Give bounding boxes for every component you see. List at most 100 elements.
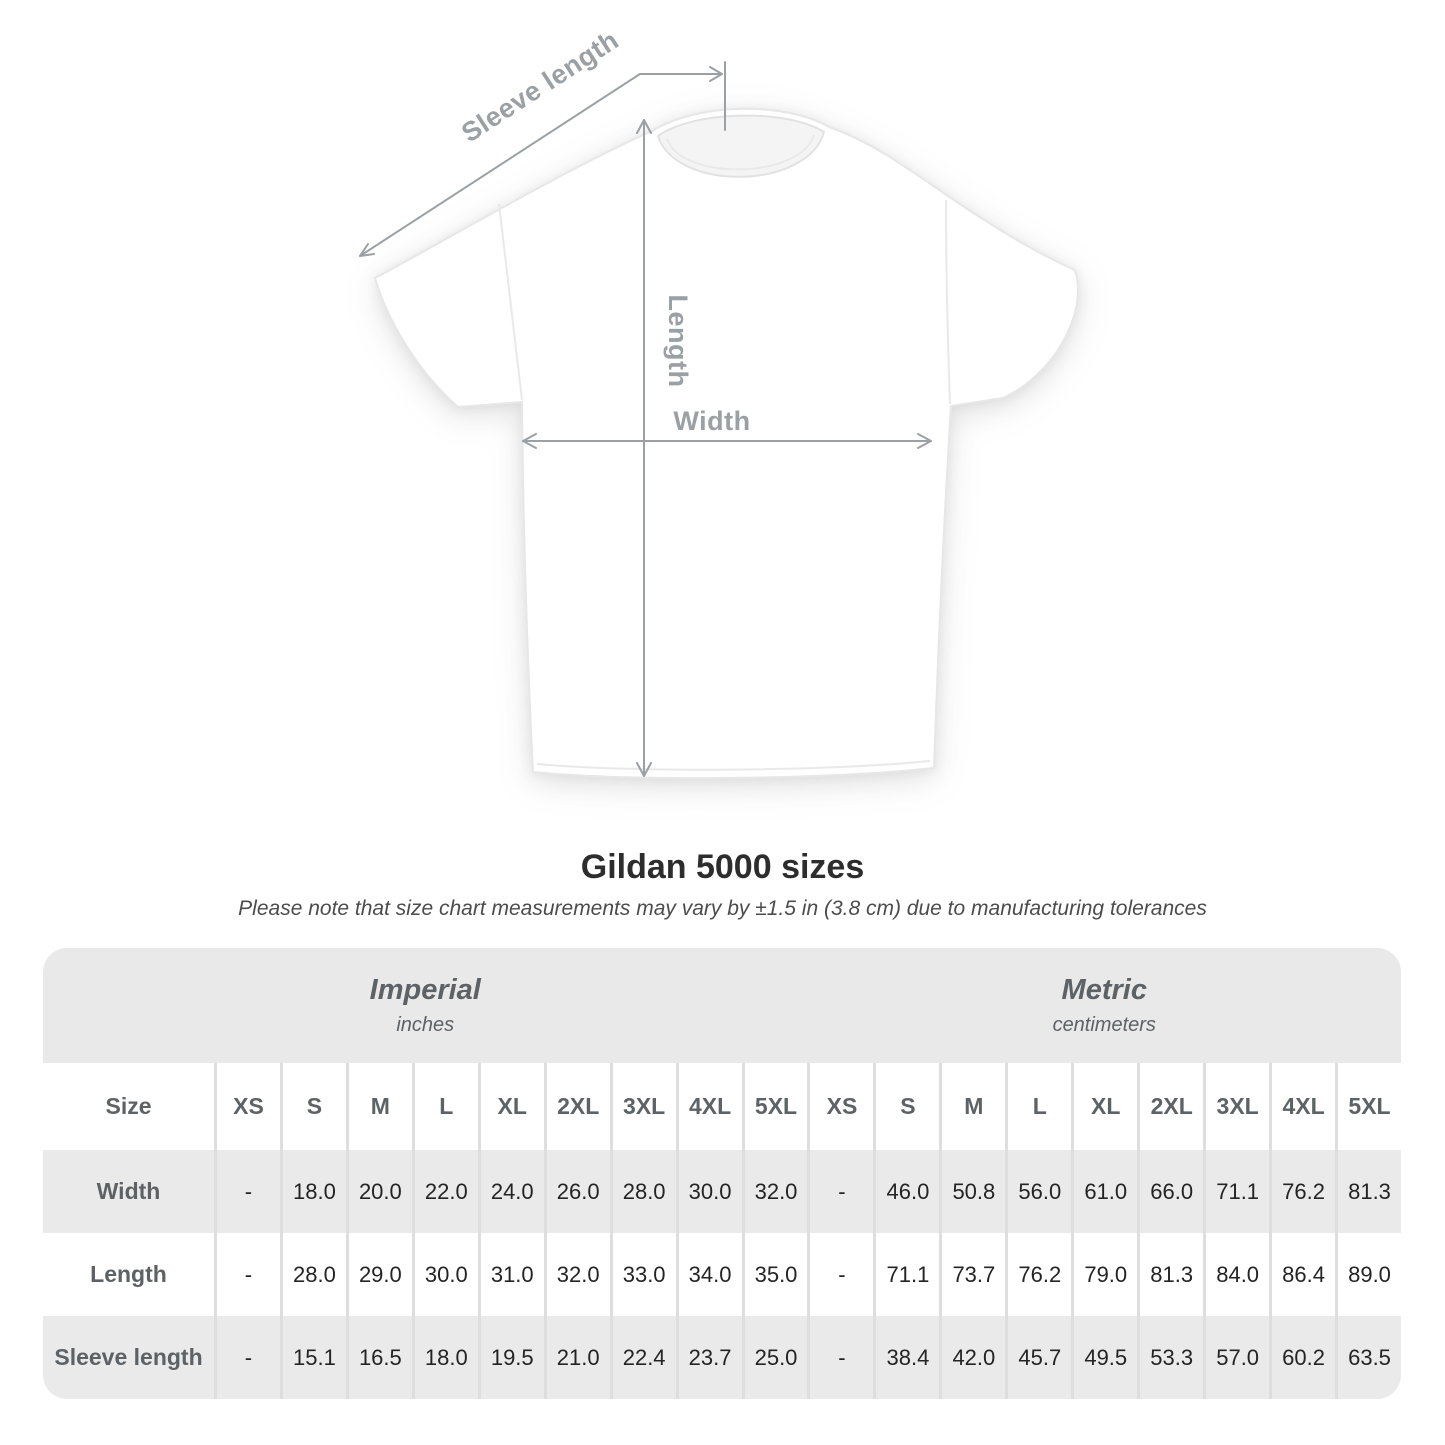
value-cell: 31.0 [477,1233,544,1316]
value-cell: 45.7 [1005,1316,1072,1399]
row-label-sleeve-length: Sleeve length [43,1316,214,1399]
value-cell: 32.0 [543,1233,610,1316]
value-cell: 84.0 [1203,1233,1270,1316]
tolerance-note: Please note that size chart measurements… [238,897,1207,920]
value-cell: 28.0 [609,1150,676,1233]
value-cell: 46.0 [873,1150,940,1233]
value-cell: 71.1 [1203,1150,1270,1233]
value-cell: 57.0 [1203,1316,1270,1399]
value-cell: 81.3 [1137,1233,1204,1316]
size-header-cell: L [1005,1063,1072,1150]
sleeve-length-dimension-arrow [359,61,726,257]
value-cell: 89.0 [1335,1233,1401,1316]
value-cell: 20.0 [345,1150,412,1233]
size-header-cell: 3XL [1203,1063,1270,1150]
size-header-cell: M [939,1063,1006,1150]
tshirt-collar-seam [666,134,815,171]
size-table-grid: Size XS S M L XL 2XL 3XL 4XL 5XL XS S M … [43,1063,1401,1399]
length-label: Length [663,295,693,388]
imperial-header: Imperial inches [43,948,808,1063]
size-header-cell: 4XL [675,1063,742,1150]
value-cell: 49.5 [1071,1316,1138,1399]
value-cell: 42.0 [939,1316,1006,1399]
length-dimension-arrow [636,119,652,777]
value-cell: 53.3 [1137,1316,1204,1399]
imperial-title: Imperial [369,974,481,1006]
size-header-cell: XS [807,1063,874,1150]
size-header-cell: L [411,1063,478,1150]
metric-unit: centimeters [1052,1014,1156,1036]
value-cell: 50.8 [939,1150,1006,1233]
value-cell: 71.1 [873,1233,940,1316]
value-cell: 26.0 [543,1150,610,1233]
value-cell: - [807,1150,874,1233]
value-cell: - [807,1233,874,1316]
value-cell: - [214,1316,280,1399]
size-header-cell: 5XL [1335,1063,1401,1150]
size-header-cell: S [873,1063,940,1150]
size-header-cell: 3XL [609,1063,676,1150]
size-header-cell: XL [1071,1063,1138,1150]
value-cell: - [214,1233,280,1316]
tshirt-right-sleeve-seam [945,199,951,405]
unit-header-band: Imperial inches Metric centimeters [43,948,1401,1063]
page-title: Gildan 5000 sizes [580,848,865,886]
imperial-unit: inches [396,1014,455,1036]
value-cell: 15.1 [279,1316,346,1399]
value-cell: 81.3 [1335,1150,1401,1233]
size-table: Imperial inches Metric centimeters Size … [43,948,1401,1399]
value-cell: 63.5 [1335,1316,1401,1399]
value-cell: 76.2 [1005,1233,1072,1316]
value-cell: 38.4 [873,1316,940,1399]
tshirt-hem-seam [536,760,931,771]
value-cell: 86.4 [1269,1233,1336,1316]
width-dimension-arrow [522,433,932,449]
metric-header: Metric centimeters [808,948,1402,1063]
value-cell: 24.0 [477,1150,544,1233]
value-cell: 76.2 [1269,1150,1336,1233]
value-cell: 32.0 [741,1150,808,1233]
value-cell: 29.0 [345,1233,412,1316]
size-header-cell: 2XL [1137,1063,1204,1150]
size-header-cell: 2XL [543,1063,610,1150]
width-label: Width [673,406,750,436]
value-cell: 23.7 [675,1316,742,1399]
sleeve-length-label: Sleeve length [456,25,624,149]
metric-title: Metric [1061,974,1147,1006]
value-cell: 60.2 [1269,1316,1336,1399]
row-label-length: Length [43,1233,214,1316]
value-cell: 66.0 [1137,1150,1204,1233]
tshirt-measurement-diagram: Sleeve length Length Width [359,25,1079,780]
value-cell: 28.0 [279,1233,346,1316]
tshirt-graphic [373,107,1079,780]
value-cell: 35.0 [741,1233,808,1316]
value-cell: 30.0 [411,1233,478,1316]
value-cell: 33.0 [609,1233,676,1316]
size-header-cell: M [345,1063,412,1150]
value-cell: 34.0 [675,1233,742,1316]
row-label-width: Width [43,1150,214,1233]
value-cell: 25.0 [741,1316,808,1399]
value-cell: 22.4 [609,1316,676,1399]
size-header-cell: XL [477,1063,544,1150]
value-cell: 56.0 [1005,1150,1072,1233]
value-cell: 73.7 [939,1233,1006,1316]
value-cell: 21.0 [543,1316,610,1399]
tshirt-left-sleeve-seam [498,203,523,401]
value-cell: 19.5 [477,1316,544,1399]
value-cell: 16.5 [345,1316,412,1399]
value-cell: 79.0 [1071,1233,1138,1316]
size-header-cell: 5XL [741,1063,808,1150]
value-cell: - [807,1316,874,1399]
value-cell: 22.0 [411,1150,478,1233]
value-cell: 18.0 [279,1150,346,1233]
size-column-header: Size [43,1063,214,1150]
value-cell: 61.0 [1071,1150,1138,1233]
value-cell: 30.0 [675,1150,742,1233]
size-header-cell: 4XL [1269,1063,1336,1150]
size-header-cell: S [279,1063,346,1150]
value-cell: 18.0 [411,1316,478,1399]
value-cell: - [214,1150,280,1233]
size-header-cell: XS [214,1063,280,1150]
